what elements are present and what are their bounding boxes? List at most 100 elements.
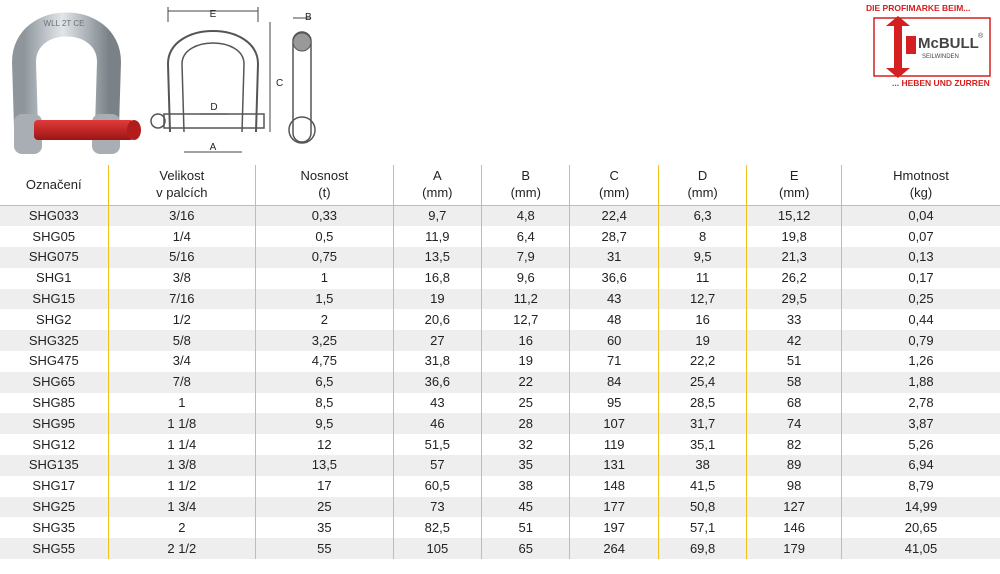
table-cell-e: 19,8: [746, 226, 842, 248]
table-body: SHG033 3/16 0,33 9,7 4,8 22,4 6,3 15,12 0,04 SHG0…: [0, 205, 1000, 560]
table-cell-d: 6,3: [657, 205, 747, 227]
column-header-title: Označení: [25, 176, 82, 192]
table-row: SHG17 1 1/2 17 60,5 38 148 41,5 98 8,79: [0, 475, 1000, 497]
table-cell-oznaceni: SHG12: [32, 436, 76, 452]
dim-e-label: E: [210, 9, 217, 20]
table-cell-b: 38: [481, 475, 570, 497]
table-cell-a: 31,8: [392, 351, 482, 372]
table-cell-c: 148: [569, 475, 659, 497]
table-cell-d: 11: [657, 267, 747, 289]
table-cell-hmotnost: 0,13: [841, 247, 1000, 268]
table-cell-d: 31,7: [657, 413, 747, 435]
table-cell-hmotnost: 5,26: [841, 434, 1000, 456]
table-cell-e: 179: [746, 538, 842, 560]
table-cell-oznaceni: SHG95: [32, 415, 76, 431]
table-cell-hmotnost: 0,07: [841, 226, 1000, 248]
shackle-side-drawing: B: [288, 12, 316, 144]
shackle-front-drawing: E C D A: [150, 7, 283, 153]
table-cell-d: 35,1: [657, 434, 747, 456]
column-header-unit: (mm): [599, 185, 630, 200]
column-header-a: A (mm): [392, 165, 482, 206]
table-cell-nosnost: 3,25: [255, 330, 394, 352]
table-cell-hmotnost: 0,79: [841, 330, 1000, 352]
table-cell-e: 42: [746, 330, 842, 352]
column-header-unit: (kg): [909, 185, 933, 200]
table-cell-velikost: 2: [107, 517, 256, 539]
shackle-spec-table: Označení Velikost v palcích Nosnost (t) A (mm)…: [0, 165, 1000, 560]
table-cell-hmotnost: 0,17: [841, 267, 1000, 289]
table-cell-oznaceni: SHG05: [32, 228, 76, 244]
table-cell-nosnost: 0,5: [255, 226, 394, 248]
table-cell-a: 43: [392, 392, 482, 414]
table-cell-d: 22,2: [657, 351, 747, 372]
table-cell-oznaceni: SHG85: [32, 395, 76, 411]
dim-b-label: B: [305, 12, 312, 23]
table-cell-c: 71: [569, 351, 659, 372]
table-row: SHG033 3/16 0,33 9,7 4,8 22,4 6,3 15,12 0,04: [0, 205, 1000, 227]
table-cell-d: 9,5: [657, 247, 747, 268]
table-cell-nosnost: 9,5: [255, 413, 394, 435]
column-header-hmotnost: Hmotnost (kg): [841, 165, 1000, 206]
table-cell-velikost: 1 1/4: [107, 434, 256, 456]
table-row: SHG075 5/16 0,75 13,5 7,9 31 9,5 21,3 0,13: [0, 247, 1000, 268]
table-cell-c: 131: [569, 455, 659, 476]
table-cell-a: 20,6: [392, 309, 482, 331]
table-cell-a: 60,5: [392, 475, 482, 497]
table-cell-d: 25,4: [657, 371, 747, 393]
table-cell-nosnost: 17: [255, 475, 394, 497]
table-cell-a: 16,8: [392, 267, 482, 289]
column-header-title: Velikost: [159, 168, 205, 183]
table-cell-velikost: 1/2: [107, 309, 256, 331]
table-cell-d: 12,7: [657, 288, 747, 310]
table-cell-hmotnost: 3,87: [841, 413, 1000, 435]
table-cell-nosnost: 12: [255, 434, 394, 456]
table-cell-velikost: 5/16: [107, 247, 256, 268]
table-cell-b: 16: [481, 330, 570, 352]
table-row: SHG55 2 1/2 55 105 65 264 69,8 179 41,05: [0, 538, 1000, 560]
table-cell-nosnost: 4,75: [255, 351, 394, 372]
table-cell-b: 7,9: [481, 247, 570, 268]
column-header-title: Hmotnost: [893, 168, 949, 183]
table-cell-c: 43: [569, 288, 659, 310]
table-cell-a: 13,5: [392, 247, 482, 268]
shackle-photo: WLL 2T CE: [11, 12, 141, 154]
column-header-c: C (mm): [569, 165, 659, 206]
table-cell-a: 82,5: [392, 517, 482, 539]
table-cell-oznaceni: SHG033: [28, 208, 79, 224]
column-header-oznaceni: Označení: [0, 165, 108, 206]
table-cell-c: 84: [569, 371, 659, 393]
column-header-unit: (mm): [510, 185, 541, 200]
table-cell-velikost: 3/16: [107, 205, 256, 227]
table-cell-c: 31: [569, 247, 659, 268]
table-cell-e: 82: [746, 434, 842, 456]
table-cell-e: 146: [746, 517, 842, 539]
column-header-velikost: Velikost v palcích: [107, 165, 256, 206]
table-cell-b: 45: [481, 496, 570, 518]
table-row: SHG35 2 35 82,5 51 197 57,1 146 20,65: [0, 517, 1000, 539]
table-cell-a: 51,5: [392, 434, 482, 456]
table-cell-velikost: 3/4: [107, 351, 256, 372]
table-cell-c: 119: [569, 434, 659, 456]
table-row: SHG15 7/16 1,5 19 11,2 43 12,7 29,5 0,25: [0, 288, 1000, 310]
column-header-d: D (mm): [657, 165, 747, 206]
table-cell-a: 57: [392, 455, 482, 476]
table-cell-nosnost: 6,5: [255, 371, 394, 393]
table-cell-hmotnost: 0,04: [841, 205, 1000, 227]
table-row: SHG475 3/4 4,75 31,8 19 71 22,2 51 1,26: [0, 351, 1000, 372]
table-cell-velikost: 1: [107, 392, 256, 414]
table-cell-e: 29,5: [746, 288, 842, 310]
table-cell-oznaceni: SHG15: [32, 291, 76, 307]
table-row: SHG95 1 1/8 9,5 46 28 107 31,7 74 3,87: [0, 413, 1000, 435]
table-cell-nosnost: 1,5: [255, 288, 394, 310]
table-cell-b: 6,4: [481, 226, 570, 248]
column-header-title: E: [789, 168, 799, 183]
table-cell-velikost: 1 3/8: [107, 455, 256, 476]
table-row: SHG135 1 3/8 13,5 57 35 131 38 89 6,94: [0, 455, 1000, 476]
table-cell-hmotnost: 20,65: [841, 517, 1000, 539]
table-cell-velikost: 5/8: [107, 330, 256, 352]
table-cell-b: 4,8: [481, 205, 570, 227]
table-cell-b: 51: [481, 517, 570, 539]
table-cell-b: 35: [481, 455, 570, 476]
table-cell-nosnost: 13,5: [255, 455, 394, 476]
table-cell-b: 28: [481, 413, 570, 435]
